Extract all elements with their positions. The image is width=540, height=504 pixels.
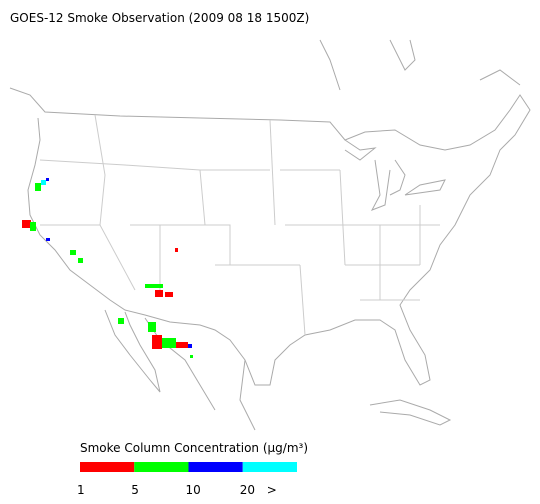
smoke-pixel [188, 344, 192, 348]
state-lines [39, 114, 440, 336]
legend: 1 5 10 20 > [77, 462, 297, 497]
smoke-pixel [41, 180, 46, 185]
legend-swatch [188, 462, 243, 472]
smoke-pixel [22, 220, 31, 228]
smoke-pixel [148, 322, 156, 332]
smoke-pixel [165, 292, 173, 297]
canada [319, 39, 521, 91]
smoke-pixel [35, 183, 41, 191]
country-outline [9, 87, 531, 386]
basemap [9, 39, 531, 431]
smoke-pixel [46, 238, 50, 241]
legend-label: 20 [240, 483, 255, 497]
smoke-pixel [30, 222, 36, 231]
legend-swatch [80, 462, 135, 472]
legend-label: 1 [77, 483, 85, 497]
smoke-pixels [22, 178, 193, 358]
smoke-pixel [176, 342, 188, 348]
smoke-pixel [162, 338, 176, 348]
smoke-pixel [155, 290, 163, 297]
cuba [369, 399, 452, 426]
great-lakes [344, 139, 446, 211]
legend-label: 5 [131, 483, 139, 497]
legend-label: > [267, 483, 277, 497]
smoke-pixel [70, 250, 76, 255]
map-title: GOES-12 Smoke Observation (2009 08 18 15… [10, 11, 309, 25]
mexico-mainland [144, 317, 256, 431]
legend-label: 10 [186, 483, 201, 497]
legend-title: Smoke Column Concentration (μg/m³) [80, 441, 308, 455]
smoke-pixel [78, 258, 83, 263]
smoke-pixel [190, 355, 193, 358]
smoke-pixel [152, 335, 162, 349]
smoke-pixel [175, 248, 178, 252]
smoke-pixel [145, 284, 163, 288]
baja [104, 309, 161, 393]
smoke-pixel [46, 178, 49, 181]
smoke-pixel [118, 318, 124, 324]
legend-swatch [242, 462, 297, 472]
legend-swatch [134, 462, 189, 472]
